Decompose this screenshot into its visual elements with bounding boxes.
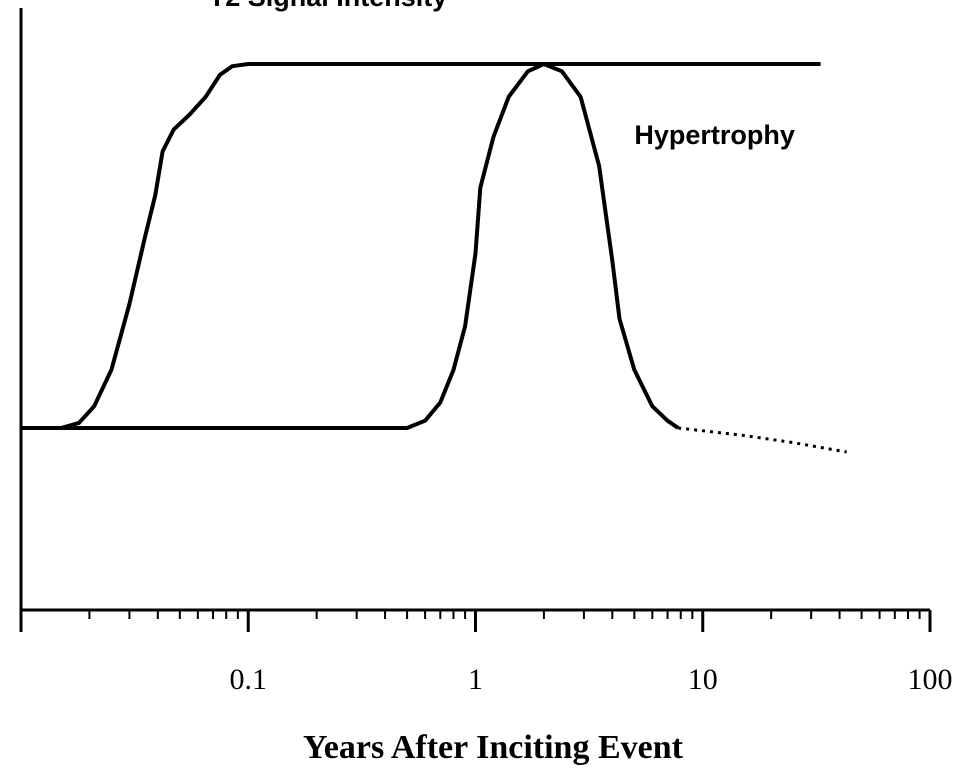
series-layer — [21, 62, 847, 454]
series-t2-signal-intensity-line — [21, 62, 821, 430]
x-tick-label: 100 — [908, 663, 953, 696]
series-label: Hypertrophy — [634, 120, 795, 150]
x-axis-label: Years After Inciting Event — [303, 729, 684, 766]
series-hypertrophy-line — [21, 62, 680, 430]
x-tick-label: 10 — [688, 663, 718, 696]
axes — [19, 8, 930, 632]
x-tick-label: 1 — [468, 663, 483, 696]
x-tick-label: 0.1 — [230, 663, 268, 696]
x-axis-tick-labels: 0.1 1 10 100 — [230, 663, 953, 696]
series-extension-dotted-line — [678, 426, 847, 454]
series-labels: T2 Signal Intensity Hypertrophy — [209, 0, 795, 150]
series-label: T2 Signal Intensity — [209, 0, 448, 12]
x-axis-major-ticks — [19, 610, 932, 632]
x-axis-minor-ticks — [88, 610, 921, 619]
